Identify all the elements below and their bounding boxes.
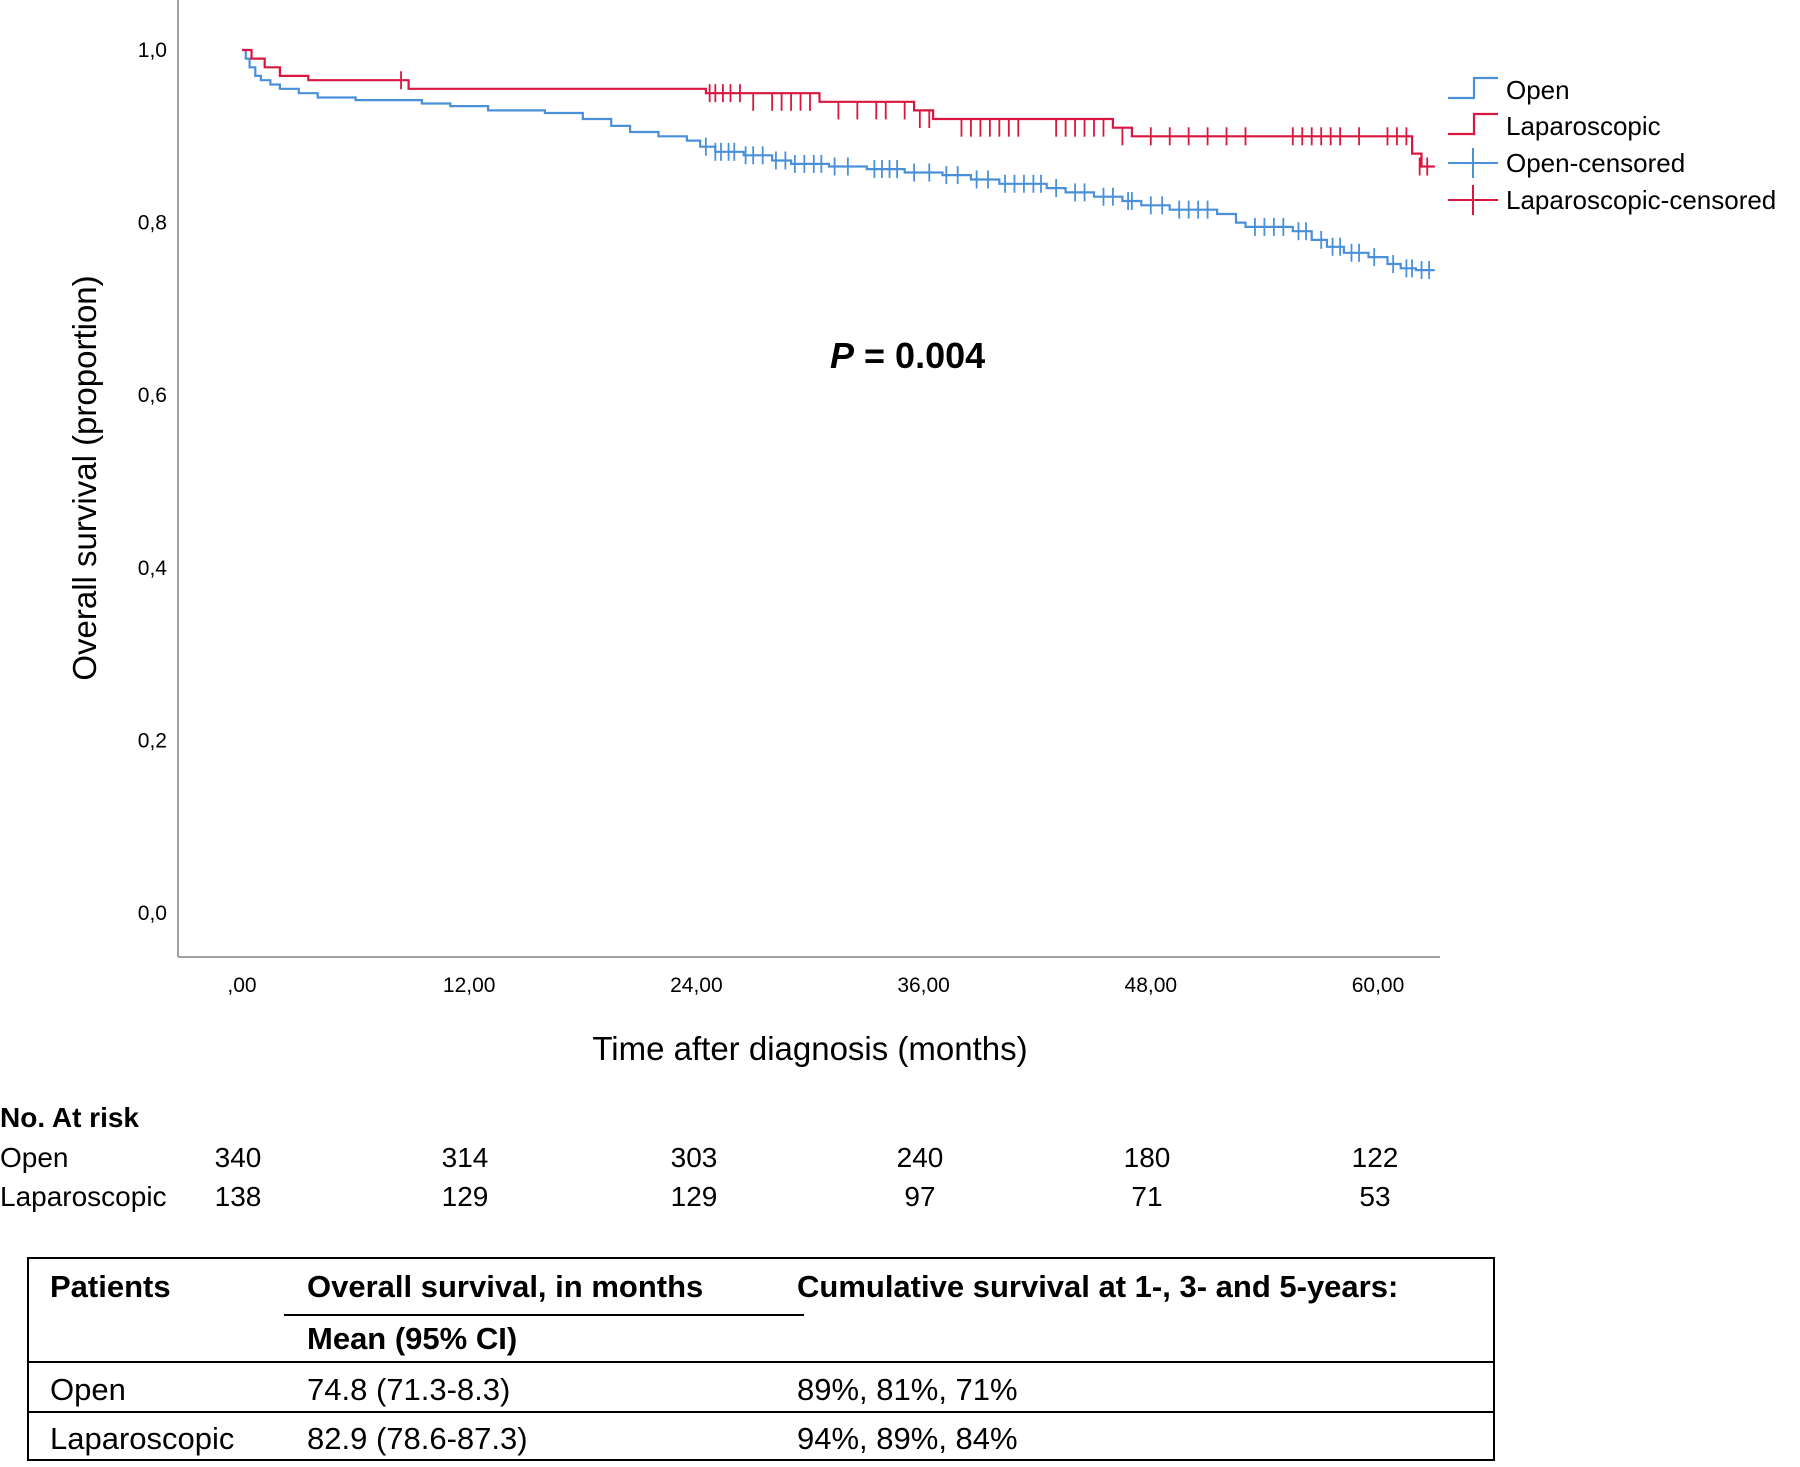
risk-value: 240 [896, 1142, 944, 1173]
risk-value: 314 [441, 1142, 489, 1173]
legend: Open Laparoscopic Open-censored Laparoscopi… [1448, 75, 1776, 215]
summary-row-lap-mean: 82.9 (78.6-87.3) [307, 1421, 528, 1456]
risk-value: 138 [214, 1181, 262, 1212]
y-axis-title: Overall survival (proportion) [66, 275, 103, 680]
x-tick-label: ,00 [227, 974, 256, 997]
x-tick-label: 48,00 [1125, 974, 1178, 997]
risk-value: 129 [441, 1181, 489, 1212]
summary-row-open-mean: 74.8 (71.3-8.3) [307, 1372, 511, 1407]
survival-curve-0 [242, 48, 1435, 272]
x-tick-label: 60,00 [1352, 974, 1405, 997]
summary-col3-header: Cumulative survival at 1-, 3- and 5-year… [797, 1269, 1399, 1304]
p-value-symbol: P [830, 335, 855, 376]
y-tick-label: 0,8 [138, 212, 167, 235]
y-tick-label: 0,2 [138, 729, 167, 752]
series-layer [242, 48, 1435, 280]
summary-header-underline [284, 1314, 804, 1316]
legend-label: Laparoscopic [1506, 111, 1661, 141]
legend-swatch-line [1448, 112, 1498, 136]
summary-row-lap-patients: Laparoscopic [50, 1421, 235, 1456]
summary-row-lap-cumulative: 94%, 89%, 84% [797, 1421, 1018, 1456]
axes-layer [177, 0, 1440, 958]
legend-label: Open [1506, 75, 1570, 105]
x-tick-label: 12,00 [443, 974, 496, 997]
risk-value: 340 [214, 1142, 262, 1173]
km-chart: 0,0 0,2 0,4 0,6 0,8 1,0 ,00 12,00 24,00 36,00 48,… [66, 0, 1776, 1067]
x-tick-label: 24,00 [670, 974, 723, 997]
risk-row-label: Laparoscopic [0, 1181, 167, 1212]
legend-swatch-line [1448, 76, 1498, 100]
risk-value: 97 [904, 1181, 936, 1212]
x-tick-label: 36,00 [897, 974, 950, 997]
summary-row-open-patients: Open [50, 1372, 126, 1407]
y-tick-label: 0,6 [138, 384, 167, 407]
p-value-annotation: P = 0.004 [830, 335, 985, 376]
risk-value: 129 [670, 1181, 718, 1212]
legend-label: Open-censored [1506, 148, 1685, 178]
summary-divider [29, 1411, 1493, 1413]
risk-table: No. At risk Open 340 314 303 240 180 122 Laparo… [0, 1102, 1500, 1222]
y-tick-label: 0,4 [138, 557, 168, 580]
summary-divider [29, 1361, 1493, 1363]
y-ticks: 0,0 0,2 0,4 0,6 0,8 1,0 [138, 39, 168, 925]
risk-table-title: No. At risk [0, 1102, 139, 1133]
risk-value: 53 [1359, 1181, 1391, 1212]
risk-row-label: Open [0, 1142, 69, 1173]
risk-value: 180 [1123, 1142, 1171, 1173]
summary-col2-subheader: Mean (95% CI) [307, 1321, 518, 1356]
x-axis-title: Time after diagnosis (months) [592, 1030, 1027, 1067]
y-tick-label: 1,0 [138, 39, 167, 62]
risk-value: 303 [670, 1142, 718, 1173]
risk-value: 122 [1351, 1142, 1399, 1173]
risk-value: 71 [1131, 1181, 1163, 1212]
summary-col2-header: Overall survival, in months [307, 1269, 704, 1304]
survival-curve-1 [242, 48, 1435, 168]
p-value-text: = 0.004 [854, 335, 985, 376]
summary-col1-header: Patients [50, 1269, 171, 1304]
x-ticks: ,00 12,00 24,00 36,00 48,00 60,00 [227, 974, 1404, 997]
y-tick-label: 0,0 [138, 902, 167, 925]
legend-label: Laparoscopic-censored [1506, 185, 1776, 215]
summary-table: Patients Overall survival, in months Cum… [27, 1257, 1495, 1461]
summary-row-open-cumulative: 89%, 81%, 71% [797, 1372, 1018, 1407]
